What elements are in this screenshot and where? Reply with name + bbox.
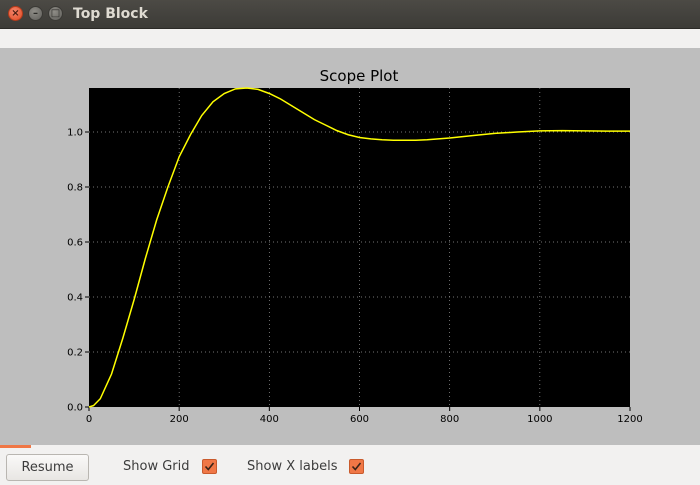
- signal-trace: [88, 87, 630, 408]
- maximize-window-button[interactable]: □: [48, 6, 63, 21]
- y-tick-label: 0.4: [67, 293, 83, 304]
- show-xlabels-label: Show X labels: [247, 459, 338, 474]
- maximize-icon: □: [50, 7, 61, 19]
- title-bar: × – □ Top Block: [0, 0, 700, 29]
- plot-panel: Scope Plot 0 200 400 600 800 1000 1200 0.0 0.2 0.…: [0, 48, 700, 445]
- x-tick-label: 800: [440, 414, 459, 425]
- x-tick-label: 400: [260, 414, 279, 425]
- chart-title: Scope Plot: [320, 67, 399, 85]
- scope-plot[interactable]: Scope Plot 0 200 400 600 800 1000 1200 0.0 0.2 0.…: [0, 48, 700, 445]
- checkmark-icon: [204, 462, 215, 471]
- minimize-icon: –: [33, 7, 38, 19]
- x-tick-label: 1200: [617, 414, 642, 425]
- resume-button[interactable]: Resume: [6, 454, 89, 481]
- close-window-button[interactable]: ×: [8, 6, 23, 21]
- x-tick-label: 200: [170, 414, 189, 425]
- show-grid-checkbox[interactable]: [202, 459, 217, 474]
- y-tick-label: 0.6: [67, 238, 83, 249]
- close-icon: ×: [11, 7, 20, 19]
- progress-indicator: [0, 445, 31, 448]
- toolbar-strip: [0, 29, 700, 48]
- x-tick-label: 1000: [527, 414, 552, 425]
- y-tick-label: 1.0: [67, 128, 83, 139]
- window-title: Top Block: [73, 6, 148, 22]
- checkmark-icon: [351, 462, 362, 471]
- x-tick-label: 600: [350, 414, 369, 425]
- plot-area[interactable]: [89, 88, 630, 407]
- y-tick-label: 0.0: [67, 403, 83, 414]
- show-xlabels-checkbox[interactable]: [349, 459, 364, 474]
- minimize-window-button[interactable]: –: [28, 6, 43, 21]
- axes: 0 200 400 600 800 1000 1200 0.0 0.2 0.4 0.6 0.8 1.0: [67, 128, 643, 426]
- y-tick-label: 0.2: [67, 348, 83, 359]
- show-grid-label: Show Grid: [123, 459, 190, 474]
- x-tick-label: 0: [86, 414, 92, 425]
- y-tick-label: 0.8: [67, 183, 83, 194]
